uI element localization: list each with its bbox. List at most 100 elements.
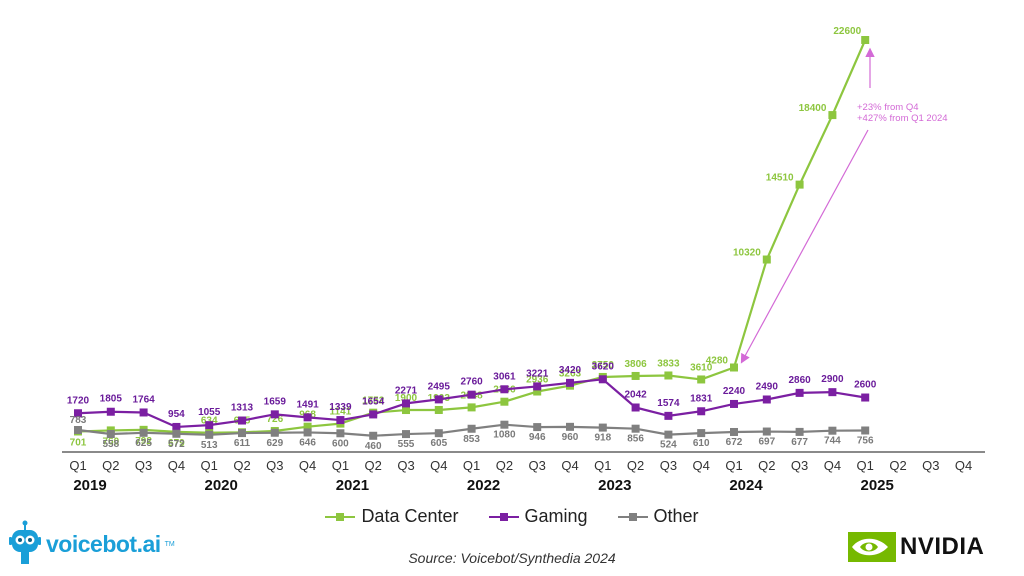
data-point — [795, 427, 804, 436]
data-label: 726 — [266, 414, 283, 425]
x-tick-label: Q4 — [430, 458, 447, 473]
voicebot-logo-text: voicebot.ai — [46, 530, 161, 557]
data-label: 1491 — [296, 399, 319, 410]
x-year-label: 2023 — [598, 477, 631, 494]
legend-swatch-other — [617, 512, 648, 522]
data-label: 672 — [726, 437, 743, 448]
data-point — [500, 397, 509, 406]
x-tick-label: Q1 — [463, 458, 480, 473]
data-label: 701 — [70, 437, 87, 448]
data-label: 946 — [529, 432, 546, 443]
data-label: 610 — [693, 438, 710, 449]
data-point — [238, 429, 246, 438]
data-label: 2240 — [723, 386, 746, 397]
data-label: 460 — [365, 441, 382, 452]
data-point — [467, 424, 476, 433]
data-point — [303, 428, 312, 437]
line-chart: Q1 Q2 Q3 Q4 Q1 Q2 Q3 Q4 Q1 Q2 Q3 Q4 Q1 Q2 Q3 Q4 Q1 Q2 Q3 Q4… — [62, 26, 985, 494]
nvidia-logo-text: NVIDIA — [900, 533, 985, 560]
data-label: 2936 — [526, 375, 549, 386]
data-label: 1339 — [329, 402, 352, 413]
data-point — [631, 403, 640, 412]
legend-item-other: Other — [617, 506, 699, 527]
data-label: 677 — [791, 437, 808, 448]
x-tick-label: Q3 — [135, 458, 152, 473]
data-label: 2042 — [624, 389, 647, 400]
data-label: 3221 — [526, 368, 549, 379]
source-note: Source: Voicebot/Synthedia 2024 — [408, 550, 616, 566]
data-label: 3610 — [690, 362, 713, 373]
nvidia-eye-icon — [848, 532, 896, 562]
data-point — [861, 393, 870, 402]
data-point — [369, 431, 378, 440]
legend: Data Center Gaming Other — [0, 506, 1024, 527]
data-point — [697, 429, 706, 438]
data-label: 2760 — [460, 377, 483, 388]
x-tick-label: Q3 — [529, 458, 546, 473]
data-point — [336, 429, 345, 438]
x-tick-label: Q2 — [365, 458, 382, 473]
data-label: 3420 — [559, 365, 582, 376]
x-tick-label: Q2 — [102, 458, 119, 473]
data-point — [74, 426, 82, 435]
data-point — [730, 363, 738, 372]
data-label: 1752 — [362, 396, 385, 407]
data-point — [205, 421, 214, 430]
data-point — [533, 382, 542, 391]
data-point — [730, 427, 738, 436]
data-point — [631, 424, 640, 433]
data-label: 856 — [627, 434, 644, 445]
voicebot-logo: voicebot.ai TM — [8, 520, 175, 568]
data-label: 572 — [168, 439, 185, 450]
legend-swatch-data-center — [325, 512, 356, 522]
data-point — [730, 399, 738, 408]
data-label: 18400 — [799, 103, 827, 114]
data-label: 2490 — [756, 381, 779, 392]
legend-label-other: Other — [653, 506, 699, 526]
data-label: 744 — [824, 436, 841, 447]
x-tick-label: Q1 — [201, 458, 218, 473]
data-label: 524 — [660, 440, 677, 451]
x-tick-label: Q4 — [561, 458, 578, 473]
data-point — [828, 426, 837, 435]
x-tick-label: Q3 — [266, 458, 283, 473]
x-tick-label: Q1 — [594, 458, 611, 473]
data-point — [533, 387, 542, 396]
data-label: 600 — [332, 438, 349, 449]
x-tick-label: Q1 — [725, 458, 742, 473]
x-tick-label: Q2 — [233, 458, 250, 473]
data-point — [369, 410, 378, 419]
x-tick-label: Q3 — [791, 458, 808, 473]
data-label: 1659 — [264, 396, 287, 407]
data-point — [139, 408, 148, 417]
data-label: 853 — [463, 434, 480, 445]
data-point — [402, 406, 410, 415]
data-point — [303, 422, 312, 431]
data-label: 3620 — [592, 361, 615, 372]
data-label: 3263 — [559, 369, 582, 380]
x-tick-label: Q3 — [660, 458, 677, 473]
data-point — [106, 430, 115, 439]
nvidia-logo: NVIDIA — [848, 532, 984, 562]
data-point — [598, 375, 607, 384]
data-point — [434, 395, 443, 404]
x-tick-label: Q2 — [889, 458, 906, 473]
x-year-label: 2019 — [73, 477, 106, 494]
data-point — [598, 423, 607, 432]
data-label: 625 — [135, 438, 152, 449]
data-point — [402, 399, 410, 408]
data-label: 3833 — [657, 358, 680, 369]
data-point — [467, 403, 476, 412]
x-tick-label: Q1 — [857, 458, 874, 473]
data-label: 960 — [562, 432, 579, 443]
data-label: 2271 — [395, 385, 418, 396]
data-point — [336, 416, 345, 425]
data-label: 1720 — [67, 395, 90, 406]
x-tick-label: Q2 — [496, 458, 513, 473]
x-tick-label: Q1 — [69, 458, 86, 473]
voicebot-robot-icon — [9, 520, 41, 564]
data-point — [303, 413, 312, 422]
legend-swatch-gaming — [488, 512, 519, 522]
data-point — [500, 420, 509, 429]
x-tick-label: Q4 — [299, 458, 316, 473]
